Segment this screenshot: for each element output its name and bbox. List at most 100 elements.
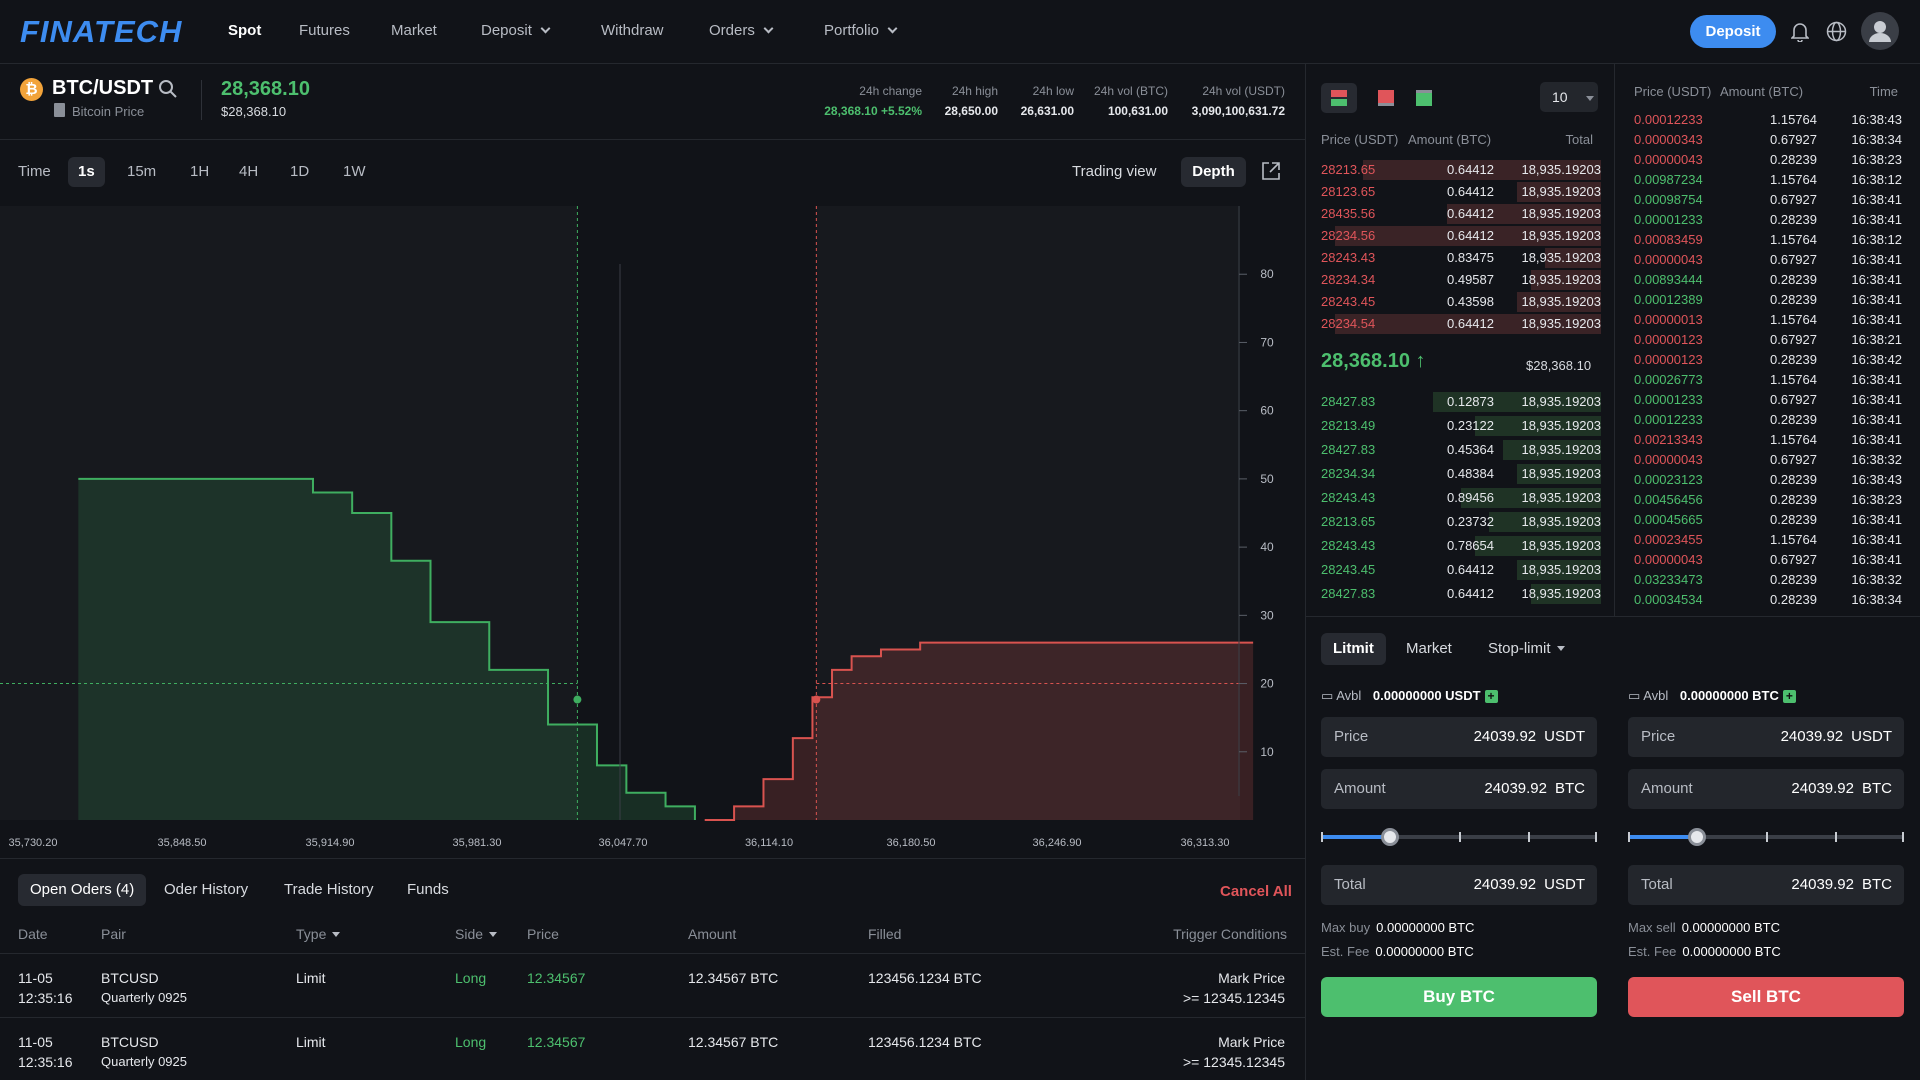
buy-percent-slider[interactable] (1321, 827, 1597, 847)
slider-knob[interactable] (1381, 828, 1399, 846)
form-tab-0[interactable]: Litmit (1321, 633, 1386, 665)
orders-tab-3[interactable]: Funds (407, 881, 449, 898)
book-price: 28243.45 (1321, 294, 1376, 309)
deposit-button[interactable]: Deposit (1690, 15, 1776, 48)
ask-row[interactable]: 28213.65 0.64412 18,935.19203 (1321, 159, 1601, 181)
bid-row[interactable]: 28243.43 0.78654 18,935.19203 (1321, 535, 1601, 557)
interval-1D[interactable]: 1D (290, 163, 310, 180)
add-funds-icon[interactable]: + (1782, 690, 1796, 703)
slider-tick[interactable] (1628, 832, 1630, 842)
interval-1H[interactable]: 1H (190, 163, 210, 180)
buy-amount-field[interactable]: Amount 24039.92 BTC (1321, 769, 1597, 809)
sell-amount-field[interactable]: Amount 24039.92 BTC (1628, 769, 1904, 809)
depth-chart-svg[interactable]: 80 70 60 50 40 30 20 10 35,730.20 35,848.50 35,914… (0, 206, 1305, 858)
slider-tick[interactable] (1595, 832, 1597, 842)
buy-price-field[interactable]: Price 24039.92 USDT (1321, 717, 1597, 757)
interval-4H[interactable]: 4H (239, 163, 259, 180)
nav-item-portfolio[interactable]: Portfolio (824, 22, 898, 39)
order-price: 12.34567 (527, 1034, 586, 1050)
sell-btc-button[interactable]: Sell BTC (1628, 977, 1904, 1017)
bid-row[interactable]: 28243.43 0.89456 18,935.19203 (1321, 487, 1601, 509)
slider-tick[interactable] (1459, 832, 1461, 842)
slider-tick[interactable] (1766, 832, 1768, 842)
depth-button[interactable]: Depth (1181, 157, 1246, 187)
stat-value: 28,650.00 (944, 104, 998, 118)
orders-col-side[interactable]: Side (455, 926, 498, 942)
ask-row[interactable]: 28243.43 0.83475 18,935.19203 (1321, 247, 1601, 269)
bell-icon[interactable] (1790, 22, 1810, 43)
bid-row[interactable]: 28427.83 0.12873 18,935.19203 (1321, 391, 1601, 413)
book-amount: 0.64412 (1447, 228, 1494, 243)
depth-chart[interactable]: 80 70 60 50 40 30 20 10 35,730.20 35,848.50 35,914… (0, 206, 1305, 858)
ask-row[interactable]: 28435.56 0.64412 18,935.19203 (1321, 203, 1601, 225)
bid-row[interactable]: 28427.83 0.64412 18,935.19203 (1321, 583, 1601, 605)
slider-tick[interactable] (1835, 832, 1837, 842)
nav-item-deposit[interactable]: Deposit (481, 22, 551, 39)
finatech-logo[interactable]: FINATECH (20, 14, 183, 49)
interval-15m[interactable]: 15m (127, 163, 157, 180)
ask-row[interactable]: 28123.65 0.64412 18,935.19203 (1321, 181, 1601, 203)
trade-row: 0.00987234 1.15764 16:38:12 (1634, 170, 1902, 190)
trades-col-header: Price (USDT) (1634, 84, 1712, 99)
sell-percent-slider[interactable] (1628, 827, 1904, 847)
bid-row[interactable]: 28234.34 0.48384 18,935.19203 (1321, 463, 1601, 485)
form-tab-1[interactable]: Market (1394, 633, 1464, 665)
nav-item-market[interactable]: Market (391, 22, 437, 39)
search-icon[interactable] (158, 79, 178, 99)
bid-row[interactable]: 28213.65 0.23732 18,935.19203 (1321, 511, 1601, 533)
bid-row[interactable]: 28213.49 0.23122 18,935.19203 (1321, 415, 1601, 437)
bid-row[interactable]: 28427.83 0.45364 18,935.19203 (1321, 439, 1601, 461)
y-tick-label: 20 (1260, 677, 1274, 691)
nav-item-withdraw[interactable]: Withdraw (601, 22, 664, 39)
trade-amount: 0.67927 (1770, 392, 1817, 407)
cancel-all-button[interactable]: Cancel All (1220, 883, 1292, 900)
order-row[interactable] (0, 960, 1305, 1020)
slider-tick[interactable] (1321, 832, 1323, 842)
buy-btc-button[interactable]: Buy BTC (1321, 977, 1597, 1017)
slider-tick[interactable] (1528, 832, 1530, 842)
interval-1W[interactable]: 1W (343, 163, 366, 180)
order-row[interactable] (0, 1024, 1305, 1080)
sell-price-field[interactable]: Price 24039.92 USDT (1628, 717, 1904, 757)
depth-bar (1475, 416, 1601, 436)
orders-tab-1[interactable]: Oder History (164, 881, 249, 898)
interval-1s[interactable]: 1s (68, 157, 105, 187)
book-bids-view-icon[interactable] (1409, 83, 1439, 113)
trade-row: 0.00456456 0.28239 16:38:23 (1634, 490, 1902, 510)
form-tab-2[interactable]: Stop-limit (1476, 633, 1577, 665)
slider-knob[interactable] (1688, 828, 1706, 846)
y-tick-label: 40 (1260, 540, 1274, 554)
depth-select[interactable]: 10 (1540, 82, 1598, 112)
book-mid-price: 28,368.10 ↑ (1321, 350, 1426, 373)
orders-tab-2[interactable]: Trade History (284, 881, 374, 898)
expand-icon[interactable] (1261, 161, 1281, 181)
sell-total-field[interactable]: Total 24039.92 BTC (1628, 865, 1904, 905)
ask-row[interactable]: 28234.54 0.64412 18,935.19203 (1321, 313, 1601, 335)
nav-item-label: Portfolio (824, 22, 880, 39)
bid-row[interactable]: 28243.45 0.64412 18,935.19203 (1321, 559, 1601, 581)
book-both-view-icon[interactable] (1321, 83, 1357, 113)
buy-total-field[interactable]: Total 24039.92 USDT (1321, 865, 1597, 905)
nav-item-label: Spot (228, 22, 262, 39)
slider-tick[interactable] (1902, 832, 1904, 842)
ask-row[interactable]: 28234.34 0.49587 18,935.19203 (1321, 269, 1601, 291)
column-label: Date (18, 926, 48, 942)
orders-col-type[interactable]: Type (296, 926, 341, 942)
sort-caret-icon (332, 932, 341, 937)
trade-time: 16:38:32 (1851, 572, 1902, 587)
trade-row: 0.00000343 0.67927 16:38:34 (1634, 130, 1902, 150)
nav-item-futures[interactable]: Futures (299, 22, 350, 39)
add-funds-icon[interactable]: + (1484, 690, 1498, 703)
orders-tab-0[interactable]: Open Oders (4) (18, 874, 147, 906)
ask-row[interactable]: 28243.45 0.43598 18,935.19203 (1321, 291, 1601, 313)
globe-icon[interactable] (1826, 21, 1847, 42)
nav-item-spot[interactable]: Spot (228, 22, 261, 39)
pair-name[interactable]: BTC/USDT (52, 77, 154, 99)
depth-bar (1363, 160, 1601, 180)
trading-view-button[interactable]: Trading view (1072, 163, 1157, 180)
ask-row[interactable]: 28234.56 0.64412 18,935.19203 (1321, 225, 1601, 247)
spread-band (577, 206, 817, 820)
nav-item-orders[interactable]: Orders (709, 22, 774, 39)
book-asks-view-icon[interactable] (1371, 83, 1401, 113)
user-avatar[interactable] (1861, 12, 1899, 50)
